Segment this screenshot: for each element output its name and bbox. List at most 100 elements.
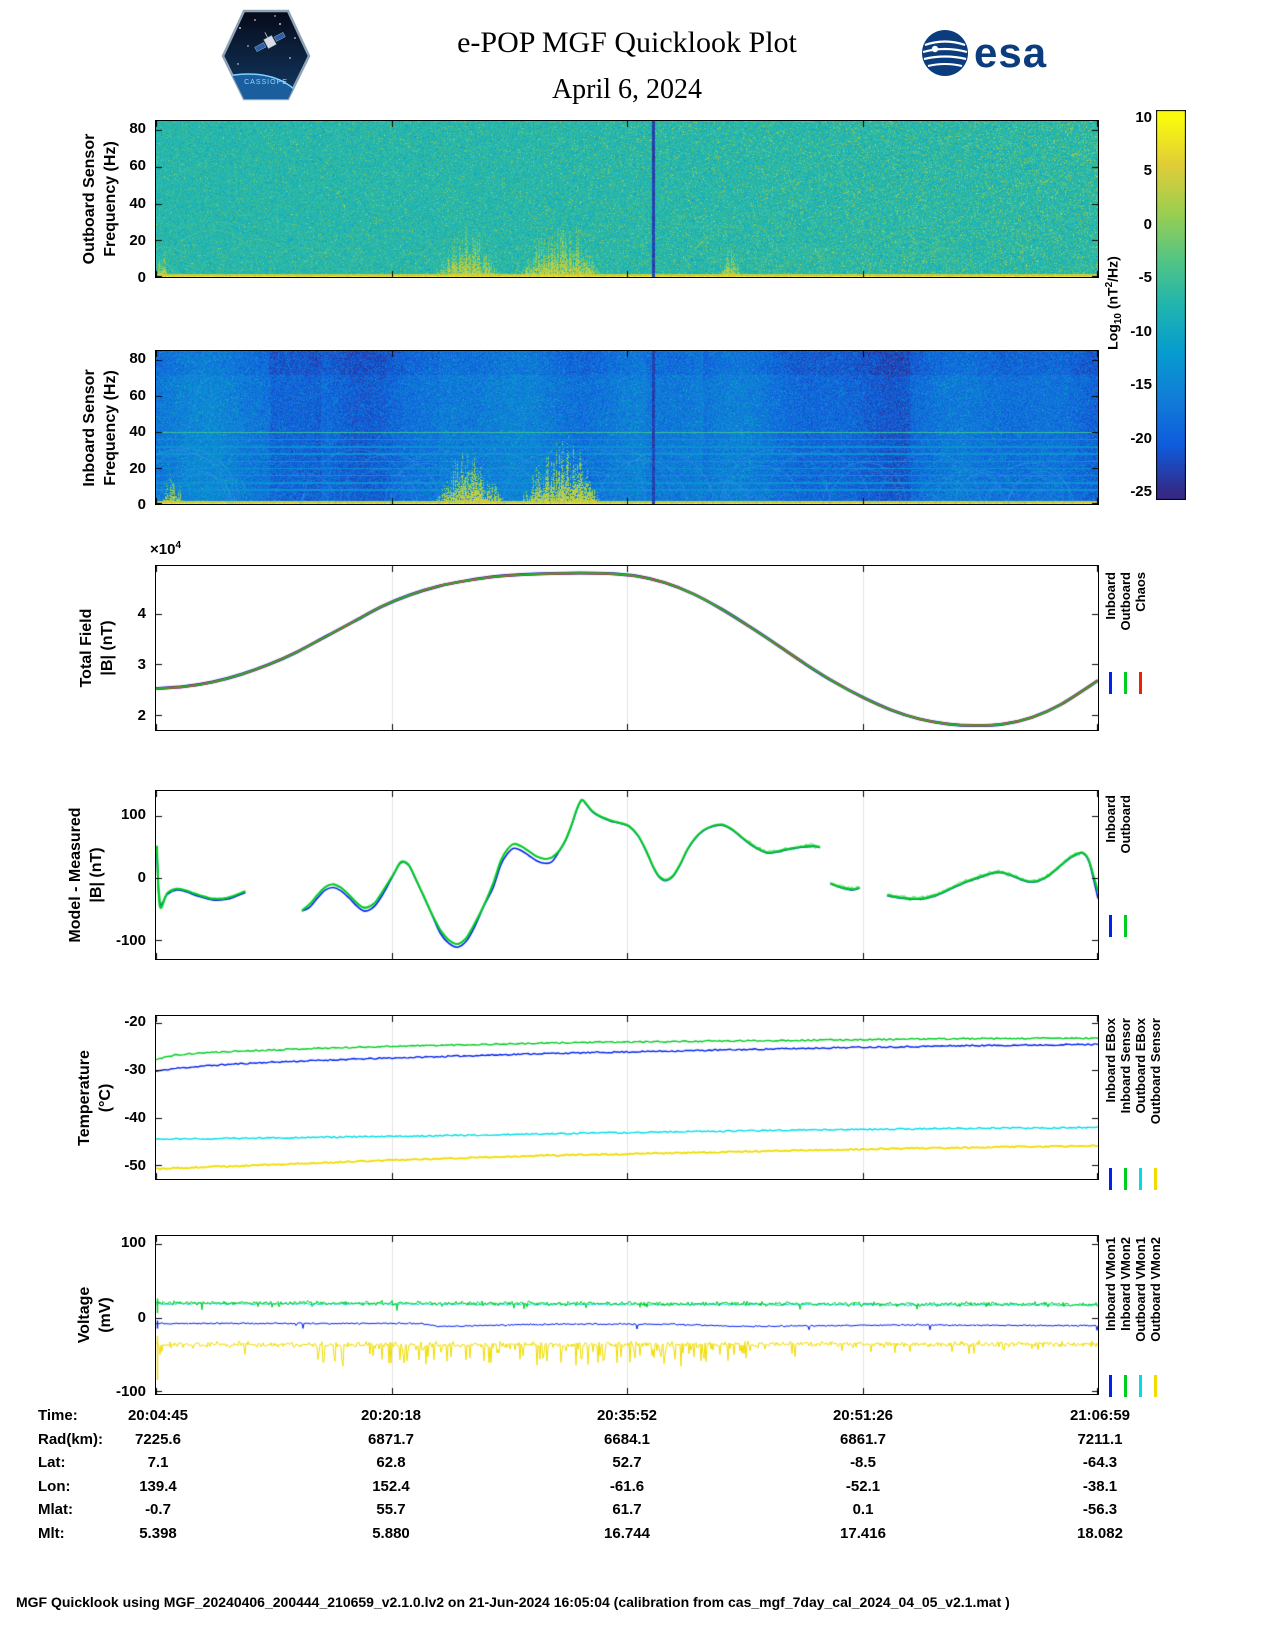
y-tick-label: 60	[129, 157, 146, 175]
ephemeris-value: -8.5	[850, 1454, 876, 1471]
ephemeris-value: 20:04:45	[127, 1407, 189, 1424]
voltage-panel	[155, 1235, 1099, 1395]
legend-line-sample	[1139, 1375, 1142, 1397]
ephemeris-value: 139.4	[139, 1478, 177, 1495]
ephemeris-value: 5.398	[139, 1525, 177, 1542]
outboard-spectrogram-panel	[155, 120, 1099, 278]
ephemeris-value: 18.082	[1077, 1525, 1123, 1542]
ephemeris-value: -56.3	[1082, 1501, 1118, 1518]
legend-line-sample	[1139, 1168, 1142, 1190]
page-title: e-POP MGF Quicklook Plot	[457, 26, 797, 59]
colorbar-tick-label: -15	[1130, 376, 1152, 394]
legend-item: Outboard VMon2	[1148, 1237, 1163, 1401]
legend-label: Outboard EBox	[1133, 1018, 1148, 1114]
legend-model_minus_measured: Inboard Outboard	[1103, 795, 1133, 941]
ephemeris-value: -0.7	[145, 1501, 171, 1518]
ephemeris-value: 17.416	[840, 1525, 886, 1542]
y-tick-label: 40	[129, 423, 146, 441]
ephemeris-row-label: Rad(km):	[38, 1431, 104, 1448]
legend-line-sample	[1109, 672, 1112, 694]
ephemeris-row-label: Mlt:	[38, 1525, 65, 1542]
legend-item: Outboard	[1118, 795, 1133, 941]
legend-label: Inboard Sensor	[1118, 1018, 1133, 1114]
y-tick-label: -40	[124, 1108, 146, 1126]
legend-line-sample	[1124, 1375, 1127, 1397]
ephemeris-row-label: Lon:	[38, 1478, 71, 1495]
colorbar-tick-label: -25	[1130, 483, 1152, 500]
total-field-scale-label: ×104	[150, 540, 182, 558]
legend-line-sample	[1124, 1168, 1127, 1190]
ephemeris-value: 6861.7	[840, 1431, 886, 1448]
legend-item: Outboard	[1118, 572, 1133, 698]
legend-label: Inboard EBox	[1103, 1018, 1118, 1103]
esa-logo: esa	[920, 28, 1047, 78]
legend-label: Outboard VMon2	[1148, 1237, 1163, 1342]
colorbar-tick-label: -10	[1130, 322, 1152, 340]
ephemeris-value: 61.7	[612, 1501, 642, 1518]
y-tick-label: 4	[137, 604, 146, 622]
ephemeris-value: 7.1	[147, 1454, 169, 1471]
y-tick-label: -20	[124, 1013, 146, 1031]
ephemeris-value: -38.1	[1082, 1478, 1118, 1495]
colorbar-canvas	[1156, 110, 1186, 500]
ephemeris-value: 7225.6	[135, 1431, 181, 1448]
ephemeris-value: 16.744	[604, 1525, 650, 1542]
colorbar-tick-label: -5	[1138, 269, 1152, 287]
y-tick-label: 3	[137, 655, 146, 673]
total-field-panel	[155, 565, 1099, 731]
y-tick-label: 40	[129, 194, 146, 212]
y-tick-label: 60	[129, 386, 146, 404]
legend-item: Inboard	[1103, 795, 1118, 941]
ephemeris-value: 52.7	[612, 1454, 642, 1471]
legend-label: Inboard	[1103, 572, 1118, 620]
ephemeris-value: 20:51:26	[832, 1407, 894, 1424]
y-tick-label: 0	[137, 869, 146, 887]
y-tick-label: 80	[129, 120, 146, 138]
legend-item: Inboard VMon1	[1103, 1237, 1118, 1401]
legend-label: Inboard	[1103, 795, 1118, 843]
y-tick-label: 100	[120, 1234, 146, 1252]
page-date: April 6, 2024	[551, 74, 703, 105]
ephemeris-value: 20:35:52	[596, 1407, 658, 1424]
model-minus-measured-panel	[155, 790, 1099, 960]
legend-line-sample	[1124, 915, 1127, 937]
legend-item: Inboard Sensor	[1118, 1018, 1133, 1194]
legend-temperature: Inboard EBox Inboard Sensor Outboard EBox O…	[1103, 1018, 1163, 1194]
legend-label: Inboard VMon1	[1103, 1237, 1118, 1331]
ephemeris-value: 62.8	[376, 1454, 406, 1471]
legend-label: Inboard VMon2	[1118, 1237, 1133, 1331]
legend-item: Inboard	[1103, 572, 1118, 698]
legend-total_field: Inboard Outboard Chaos	[1103, 572, 1148, 698]
colorbar-tick-label: 5	[1143, 162, 1152, 180]
ephemeris-row-label: Mlat:	[38, 1501, 73, 1518]
legend-item: Chaos	[1133, 572, 1148, 698]
legend-label: Chaos	[1133, 572, 1148, 612]
legend-item: Inboard EBox	[1103, 1018, 1118, 1194]
ephemeris-value: 152.4	[372, 1478, 410, 1495]
temperature-canvas	[156, 1016, 1098, 1179]
ephemeris-value: 7211.1	[1077, 1431, 1123, 1448]
esa-emblem-icon	[922, 30, 968, 76]
legend-line-sample	[1124, 672, 1127, 694]
total-field-canvas	[156, 566, 1098, 730]
legend-label: Outboard	[1118, 795, 1133, 854]
y-tick-label: -30	[124, 1061, 146, 1078]
legend-line-sample	[1109, 915, 1112, 937]
ephemeris-value: 5.880	[372, 1525, 410, 1542]
y-tick-label: -50	[124, 1156, 146, 1174]
y-tick-label: 100	[120, 806, 146, 824]
legend-item: Outboard EBox	[1133, 1018, 1148, 1194]
y-tick-label: 0	[137, 496, 146, 513]
y-tick-label: -100	[115, 1383, 146, 1401]
ephemeris-value: 20:20:18	[360, 1407, 422, 1424]
ephemeris-row-label: Time:	[38, 1407, 78, 1424]
ephemeris-value: 6871.7	[368, 1431, 414, 1448]
legend-line-sample	[1154, 1168, 1157, 1190]
legend-label: Outboard Sensor	[1148, 1018, 1163, 1125]
legend-line-sample	[1139, 672, 1142, 694]
y-tick-label: 80	[129, 350, 146, 368]
voltage-canvas	[156, 1236, 1098, 1394]
footer-caption: MGF Quicklook using MGF_20240406_200444_…	[16, 1594, 1010, 1610]
ephemeris-row-label: Lat:	[38, 1454, 66, 1471]
ephemeris-value: 0.1	[852, 1501, 874, 1518]
